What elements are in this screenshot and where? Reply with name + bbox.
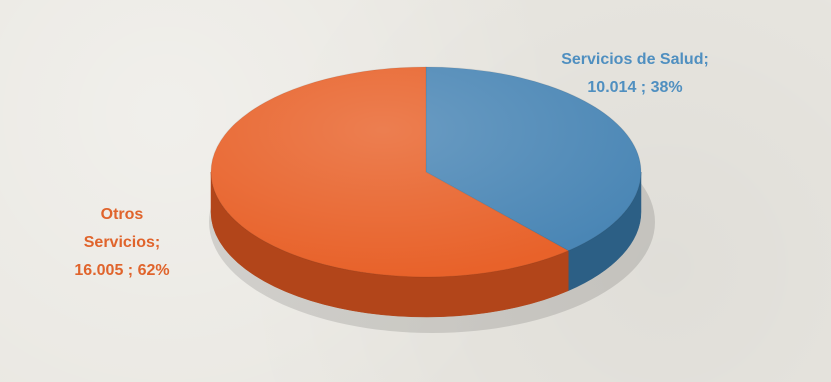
data-label-line: Servicios de Salud; <box>561 51 709 68</box>
data-label-line: 10.014 ; 38% <box>587 79 682 96</box>
pie-top-highlight <box>211 67 641 277</box>
data-label-0: Servicios de Salud; 10.014 ; 38% <box>561 51 709 96</box>
data-label-line: Servicios; <box>84 234 160 251</box>
data-label-line: Otros <box>101 206 144 223</box>
data-label-1: Otros Servicios; 16.005 ; 62% <box>74 206 169 279</box>
data-label-line: 16.005 ; 62% <box>74 262 169 279</box>
